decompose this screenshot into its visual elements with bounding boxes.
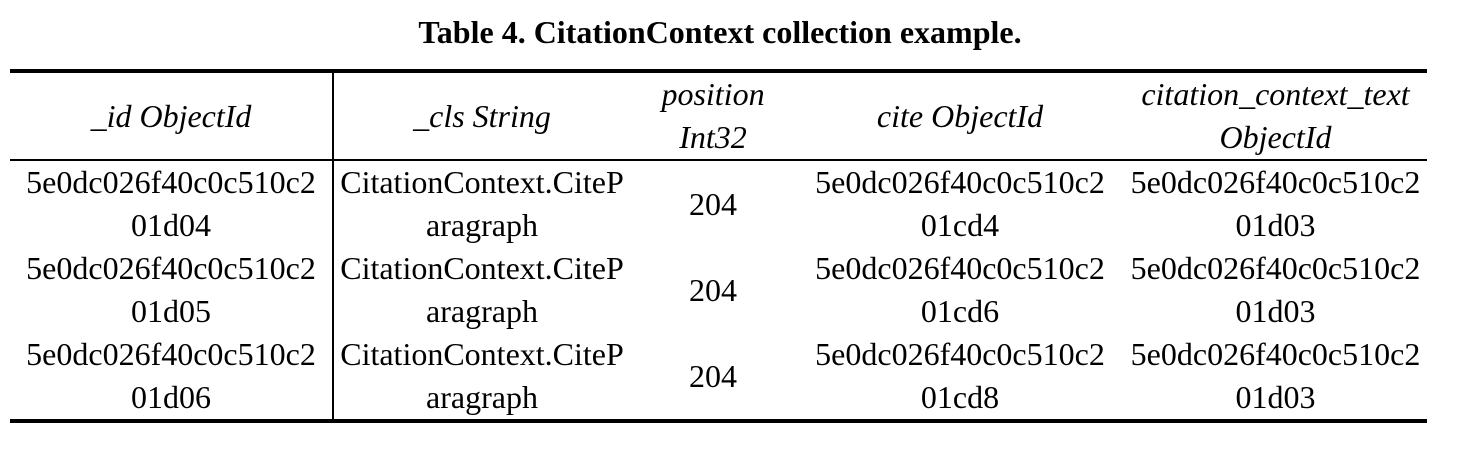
- table-row: 5e0dc026f40c0c510c201d04 CitationContext…: [10, 160, 1427, 247]
- header-cls: _cls String: [333, 71, 630, 161]
- cell-position: 204: [689, 357, 737, 394]
- table-row: 5e0dc026f40c0c510c201d06 CitationContext…: [10, 333, 1427, 421]
- cell-cite: 5e0dc026f40c0c510c201cd6: [815, 250, 1105, 329]
- cell-id: 5e0dc026f40c0c510c201d05: [10, 247, 334, 333]
- cell-cls: CitationContext.CiteParagraph: [340, 250, 624, 329]
- header-cite: cite ObjectId: [796, 71, 1124, 161]
- cell-cls: CitationContext.CiteParagraph: [340, 164, 624, 243]
- cell-position: 204: [689, 185, 737, 222]
- header-position: position Int32: [630, 71, 796, 161]
- cell-id: 5e0dc026f40c0c510c201d04: [10, 160, 334, 247]
- cell-citation-context-text: 5e0dc026f40c0c510c201d03: [1130, 164, 1421, 243]
- citation-context-table: _id ObjectId _cls String position Int32 …: [10, 69, 1427, 423]
- cell-cite: 5e0dc026f40c0c510c201cd8: [815, 336, 1105, 415]
- table-row: 5e0dc026f40c0c510c201d05 CitationContext…: [10, 247, 1427, 333]
- table-caption: Table 4. CitationContext collection exam…: [418, 14, 1022, 50]
- cell-citation-context-text: 5e0dc026f40c0c510c201d03: [1130, 250, 1421, 329]
- header-citation-context-text: citation_context_text ObjectId: [1124, 71, 1427, 161]
- table-container: _id ObjectId _cls String position Int32 …: [10, 69, 1427, 423]
- cell-id: 5e0dc026f40c0c510c201d06: [10, 333, 334, 421]
- cell-citation-context-text: 5e0dc026f40c0c510c201d03: [1130, 336, 1421, 415]
- header-row: _id ObjectId _cls String position Int32 …: [10, 71, 1427, 161]
- header-id: _id ObjectId: [10, 71, 334, 161]
- cell-position: 204: [689, 271, 737, 308]
- cell-cls: CitationContext.CiteParagraph: [340, 336, 624, 415]
- cell-cite: 5e0dc026f40c0c510c201cd4: [815, 164, 1105, 243]
